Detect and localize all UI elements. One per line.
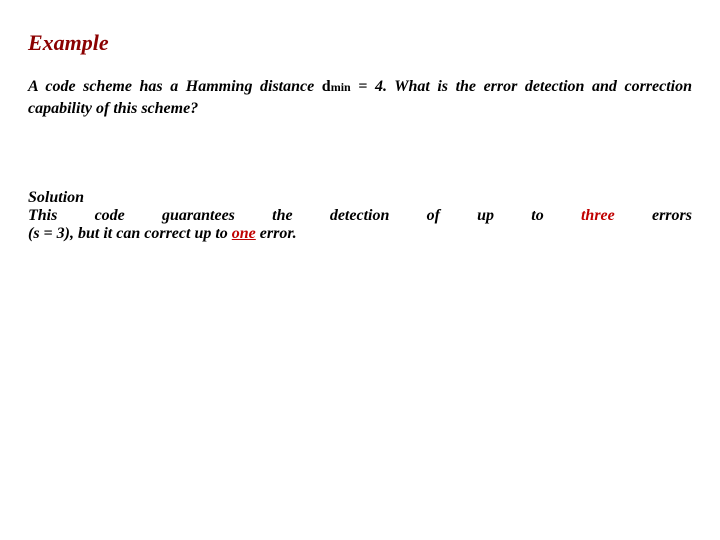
solution-text2: errors: [615, 207, 692, 224]
dmin-subscript: min: [331, 80, 351, 94]
example-title: Example: [28, 30, 692, 56]
dmin-d: d: [322, 78, 331, 95]
question-part1: A code scheme has a Hamming distance: [28, 78, 322, 95]
question-text: A code scheme has a Hamming distance dmi…: [28, 76, 692, 119]
slide: Example A code scheme has a Hamming dist…: [0, 0, 720, 540]
keyword-one: one: [232, 225, 256, 242]
keyword-three: three: [581, 207, 615, 224]
solution-text3: (s = 3), but it can correct up to: [28, 225, 232, 242]
solution-line1: This code guarantees the detection of up…: [28, 207, 692, 225]
solution-label: Solution: [28, 189, 692, 207]
solution-text1: This code guarantees the detection of up…: [28, 207, 581, 224]
solution-text4: error.: [256, 225, 297, 242]
solution-line2: (s = 3), but it can correct up to one er…: [28, 225, 692, 243]
